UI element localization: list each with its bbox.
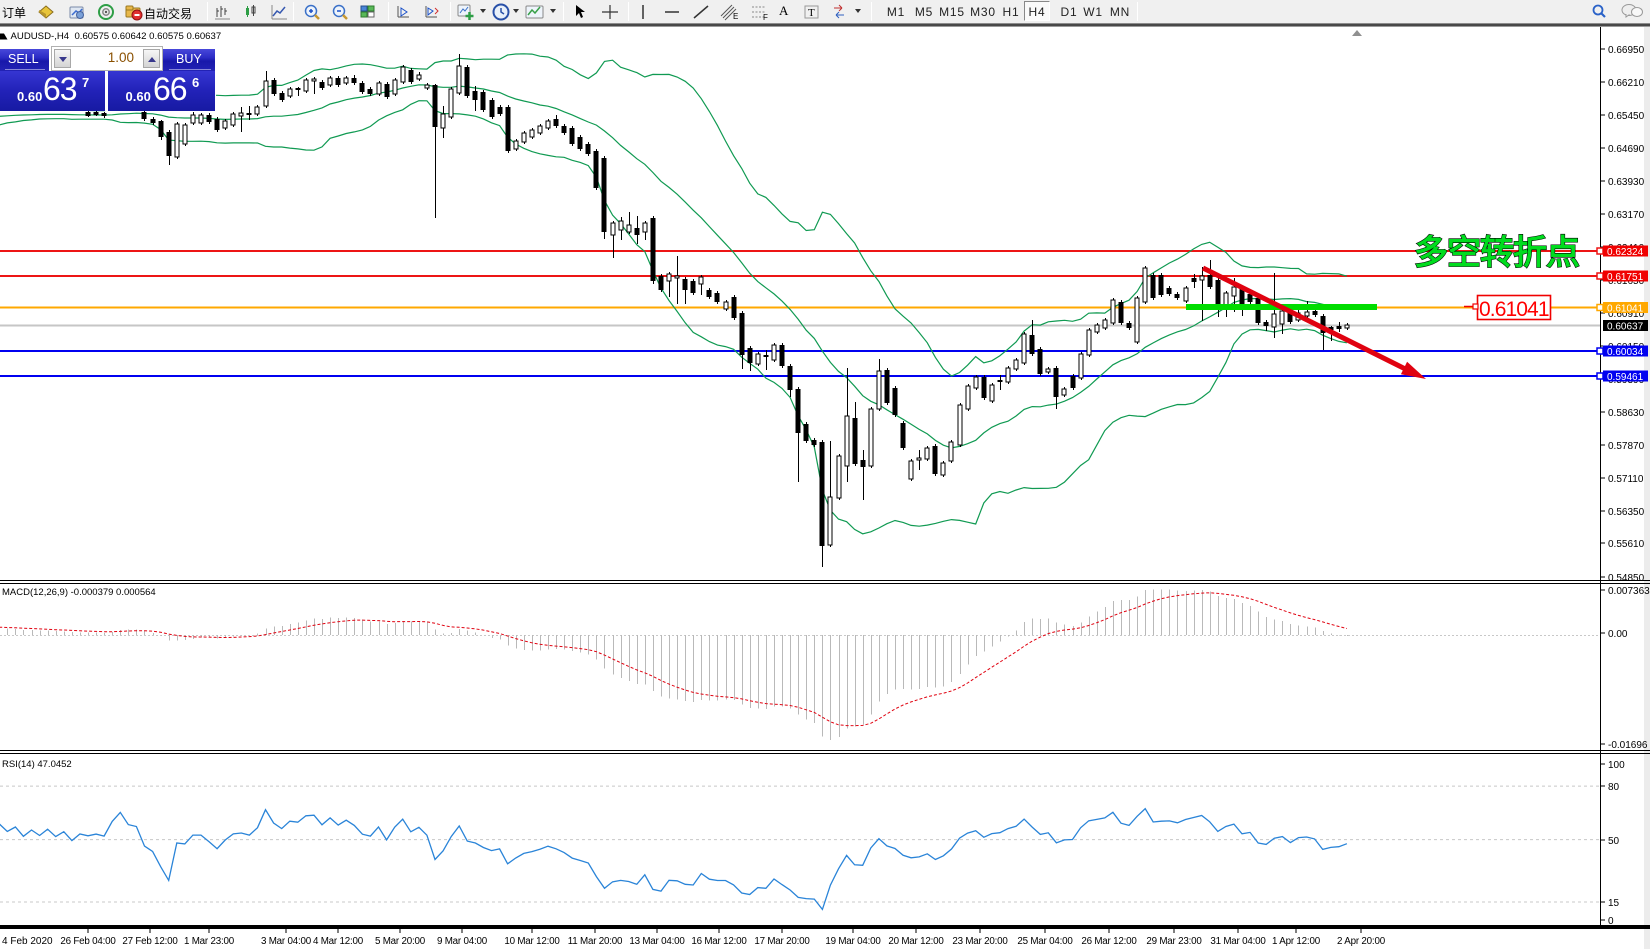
svg-text:50: 50 (1608, 836, 1620, 847)
svg-text:4 Mar 12:00: 4 Mar 12:00 (313, 936, 364, 947)
svg-text:10 Mar 12:00: 10 Mar 12:00 (504, 936, 560, 947)
svg-text:0.62324: 0.62324 (1607, 247, 1644, 258)
svg-text:T: T (808, 7, 815, 19)
svg-text:0.61041: 0.61041 (1479, 298, 1549, 321)
svg-text:0.57110: 0.57110 (1608, 474, 1644, 485)
svg-text:0.65450: 0.65450 (1608, 111, 1645, 122)
svg-text:11 Mar 20:00: 11 Mar 20:00 (568, 936, 623, 947)
svg-text:25 Mar 04:00: 25 Mar 04:00 (1017, 936, 1073, 947)
svg-text:17 Mar 20:00: 17 Mar 20:00 (754, 936, 810, 947)
svg-text:16 Mar 12:00: 16 Mar 12:00 (691, 936, 747, 947)
svg-text:0.57870: 0.57870 (1608, 441, 1645, 452)
svg-text:19 Mar 04:00: 19 Mar 04:00 (825, 936, 881, 947)
svg-text:MACD(12,26,9) -0.000379 0.0005: MACD(12,26,9) -0.000379 0.000564 (2, 587, 156, 598)
svg-text:0.63170: 0.63170 (1608, 210, 1645, 221)
svg-text:1 Mar 23:00: 1 Mar 23:00 (184, 936, 235, 947)
svg-text:3 Mar 04:00: 3 Mar 04:00 (261, 936, 312, 947)
svg-text:23 Mar 20:00: 23 Mar 20:00 (952, 936, 1008, 947)
svg-text:26 Mar 12:00: 26 Mar 12:00 (1081, 936, 1137, 947)
svg-text:20 Mar 12:00: 20 Mar 12:00 (888, 936, 944, 947)
svg-text:0.66210: 0.66210 (1608, 78, 1645, 89)
svg-text:0.66950: 0.66950 (1608, 45, 1645, 56)
svg-text:0.00: 0.00 (1608, 629, 1628, 640)
svg-text:9 Mar 04:00: 9 Mar 04:00 (437, 936, 488, 947)
svg-text:0.60910: 0.60910 (1608, 309, 1645, 320)
svg-text:0.55610: 0.55610 (1608, 539, 1645, 550)
svg-text:100: 100 (1608, 760, 1625, 771)
svg-text:E: E (733, 12, 738, 21)
svg-text:0.54850: 0.54850 (1608, 573, 1645, 584)
svg-text:5 Mar 20:00: 5 Mar 20:00 (375, 936, 426, 947)
svg-text:27 Feb 12:00: 27 Feb 12:00 (122, 936, 178, 947)
svg-text:0.63930: 0.63930 (1608, 177, 1645, 188)
svg-text:80: 80 (1608, 782, 1620, 793)
svg-text:0.58630: 0.58630 (1608, 408, 1645, 419)
svg-text:0.60034: 0.60034 (1607, 347, 1644, 358)
svg-text:-0.01696: -0.01696 (1608, 740, 1648, 751)
svg-text:0.61751: 0.61751 (1607, 272, 1644, 283)
svg-text:F: F (763, 13, 768, 21)
svg-text:0.007363: 0.007363 (1608, 586, 1650, 597)
svg-text:多空转折点: 多空转折点 (1414, 234, 1580, 272)
svg-text:4 Feb 2020: 4 Feb 2020 (2, 936, 53, 947)
svg-text:0.59461: 0.59461 (1607, 372, 1644, 383)
svg-text:0.56350: 0.56350 (1608, 507, 1645, 518)
svg-text:RSI(14) 47.0452: RSI(14) 47.0452 (2, 759, 72, 770)
svg-text:13 Mar 04:00: 13 Mar 04:00 (629, 936, 685, 947)
svg-text:0.61041: 0.61041 (1607, 304, 1644, 315)
svg-text:1 Apr 12:00: 1 Apr 12:00 (1272, 936, 1321, 947)
svg-text:0.64690: 0.64690 (1608, 144, 1645, 155)
svg-text:15: 15 (1608, 898, 1620, 909)
svg-text:AUDUSD-,H4 0.60575 0.60642 0.: AUDUSD-,H4 0.60575 0.60642 0.60575 0.606… (11, 31, 222, 42)
svg-text:0: 0 (1608, 916, 1614, 927)
svg-text:0.60637: 0.60637 (1607, 322, 1644, 333)
svg-text:2 Apr 20:00: 2 Apr 20:00 (1337, 936, 1386, 947)
svg-text:26 Feb 04:00: 26 Feb 04:00 (60, 936, 116, 947)
svg-text:29 Mar 23:00: 29 Mar 23:00 (1146, 936, 1202, 947)
svg-text:31 Mar 04:00: 31 Mar 04:00 (1210, 936, 1266, 947)
